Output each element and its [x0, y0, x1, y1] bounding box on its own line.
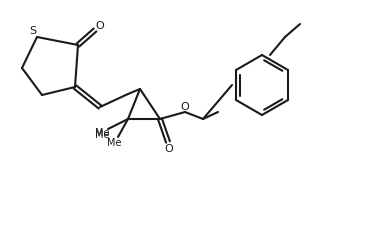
Text: O: O [181, 102, 189, 112]
Text: Me: Me [107, 138, 121, 148]
Text: Me: Me [95, 128, 109, 138]
Text: S: S [29, 26, 37, 36]
Text: O: O [96, 21, 104, 31]
Text: Me: Me [95, 130, 109, 140]
Text: O: O [165, 144, 173, 154]
